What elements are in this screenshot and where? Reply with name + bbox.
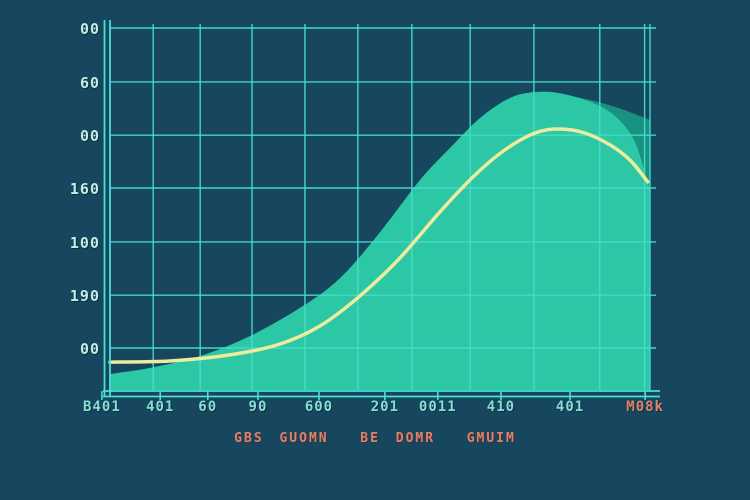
x-axis-tick-label: 600	[304, 399, 334, 415]
x-axis-tick-label: M08k	[626, 399, 664, 415]
y-axis-tick-label: 100	[69, 233, 100, 252]
x-axis-tick-label: 401	[146, 399, 175, 415]
x-axis-tick-label: 410	[486, 399, 516, 415]
main-area-series	[110, 91, 650, 390]
x-axis-tick-label: 201	[370, 399, 400, 415]
highlight-line-series	[108, 127, 650, 364]
chart-caption: GBS GUOMN BE DOMR GMUIM	[234, 431, 516, 446]
x-axis-tick-label: B401	[83, 399, 121, 415]
x-axis-tick-label: 90	[248, 399, 268, 415]
x-axis-tick-label: 401	[555, 399, 585, 415]
y-axis-tick-label: 190	[69, 287, 100, 306]
y-axis-tick-label: 160	[69, 180, 100, 198]
x-axis-tick-label: 60	[198, 399, 218, 415]
y-axis-tick-label: 00	[79, 127, 100, 146]
y-axis-tick-label: 00	[79, 340, 100, 358]
y-axis-tick-label: 00	[79, 20, 100, 38]
y-axis-tick-label: 60	[79, 73, 100, 92]
x-axis-tick-label: 0011	[418, 399, 457, 415]
